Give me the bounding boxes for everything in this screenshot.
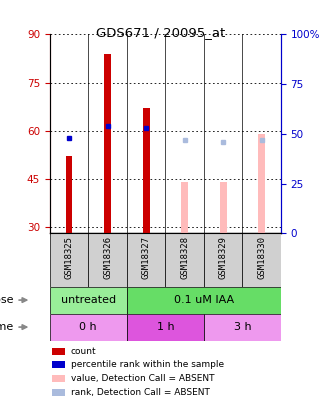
- Text: count: count: [71, 347, 96, 356]
- Text: 3 h: 3 h: [234, 322, 251, 332]
- Bar: [65, 156, 73, 233]
- Bar: [52, 389, 65, 396]
- Bar: [242, 233, 281, 287]
- Bar: [52, 361, 65, 368]
- Bar: [204, 233, 242, 287]
- Text: GSM18325: GSM18325: [65, 236, 74, 279]
- Bar: [50, 313, 127, 341]
- Text: dose: dose: [0, 295, 14, 305]
- Bar: [127, 233, 165, 287]
- Text: value, Detection Call = ABSENT: value, Detection Call = ABSENT: [71, 374, 214, 383]
- Text: time: time: [0, 322, 14, 332]
- Bar: [165, 233, 204, 287]
- Bar: [143, 108, 150, 233]
- Bar: [204, 313, 281, 341]
- Bar: [88, 233, 127, 287]
- Text: percentile rank within the sample: percentile rank within the sample: [71, 360, 224, 369]
- Bar: [127, 287, 281, 313]
- Bar: [127, 313, 204, 341]
- Bar: [52, 375, 65, 382]
- Text: 1 h: 1 h: [157, 322, 174, 332]
- Bar: [258, 134, 265, 233]
- Text: GSM18328: GSM18328: [180, 236, 189, 279]
- Bar: [104, 54, 111, 233]
- Text: GSM18329: GSM18329: [219, 236, 228, 279]
- Bar: [52, 348, 65, 355]
- Text: rank, Detection Call = ABSENT: rank, Detection Call = ABSENT: [71, 388, 209, 397]
- Text: 0.1 uM IAA: 0.1 uM IAA: [174, 295, 234, 305]
- Text: 0 h: 0 h: [80, 322, 97, 332]
- Text: GSM18327: GSM18327: [142, 236, 151, 279]
- Bar: [181, 182, 188, 233]
- Bar: [220, 182, 227, 233]
- Text: GSM18326: GSM18326: [103, 236, 112, 279]
- Text: untreated: untreated: [61, 295, 116, 305]
- Bar: [50, 287, 127, 313]
- Text: GSM18330: GSM18330: [257, 236, 266, 279]
- Text: GDS671 / 20095_at: GDS671 / 20095_at: [96, 26, 225, 39]
- Bar: [50, 233, 88, 287]
